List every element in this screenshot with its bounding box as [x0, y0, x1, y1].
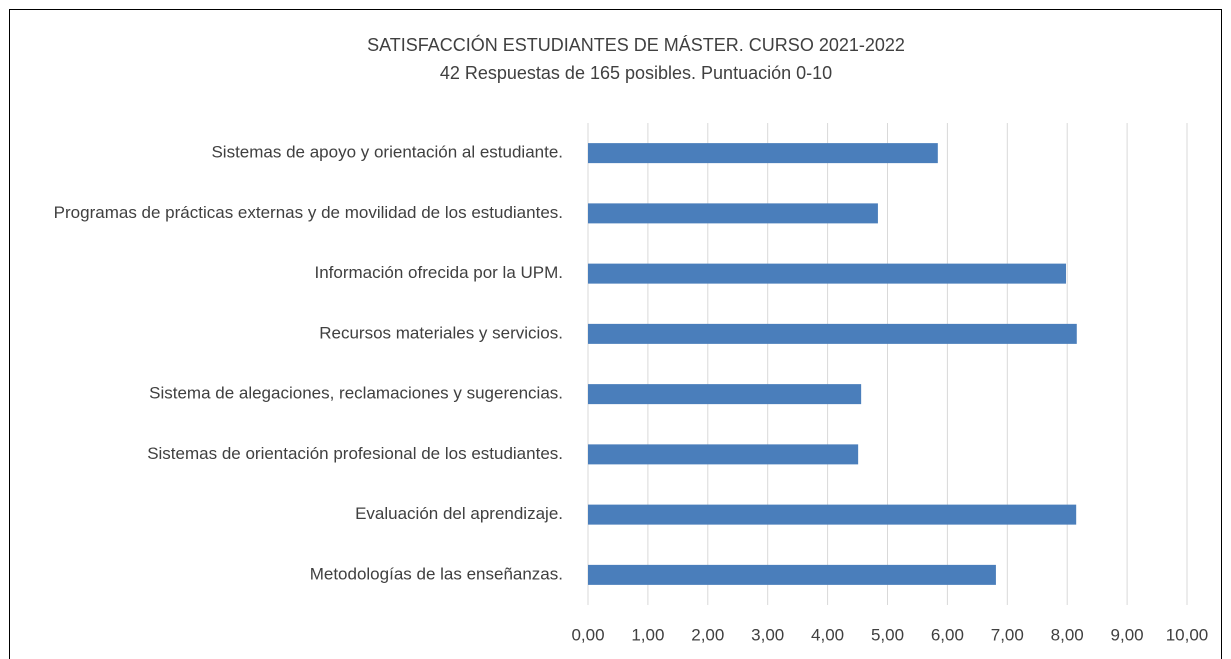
x-tick-label: 3,00: [751, 625, 784, 644]
bar: [588, 384, 862, 405]
x-tick-label: 0,00: [571, 625, 604, 644]
y-tick-label: Programas de prácticas externas y de mov…: [54, 203, 563, 222]
bar: [588, 564, 996, 585]
chart-title: SATISFACCIÓN ESTUDIANTES DE MÁSTER. CURS…: [367, 34, 905, 55]
y-tick-label: Sistema de alegaciones, reclamaciones y …: [149, 384, 563, 403]
bar: [588, 143, 938, 164]
x-tick-label: 7,00: [991, 625, 1024, 644]
y-tick-label: Metodologías de las enseñanzas.: [310, 564, 563, 583]
y-tick-label: Sistemas de apoyo y orientación al estud…: [211, 143, 563, 162]
y-tick-label: Recursos materiales y servicios.: [319, 323, 563, 342]
x-tick-label: 9,00: [1111, 625, 1144, 644]
x-tick-label: 4,00: [811, 625, 844, 644]
x-tick-label: 6,00: [931, 625, 964, 644]
bar: [588, 263, 1067, 284]
x-tick-label: 5,00: [871, 625, 904, 644]
x-tick-label: 10,00: [1166, 625, 1209, 644]
y-tick-label: Información ofrecida por la UPM.: [315, 263, 564, 282]
bar: [588, 203, 878, 224]
x-tick-label: 2,00: [691, 625, 724, 644]
y-tick-label: Sistemas de orientación profesional de l…: [147, 444, 563, 463]
chart-subtitle: 42 Respuestas de 165 posibles. Puntuació…: [440, 63, 832, 83]
bar: [588, 444, 859, 465]
x-tick-label: 8,00: [1051, 625, 1084, 644]
y-tick-label: Evaluación del aprendizaje.: [355, 504, 563, 523]
bar: [588, 323, 1077, 344]
bar: [588, 504, 1077, 525]
x-tick-label: 1,00: [631, 625, 664, 644]
